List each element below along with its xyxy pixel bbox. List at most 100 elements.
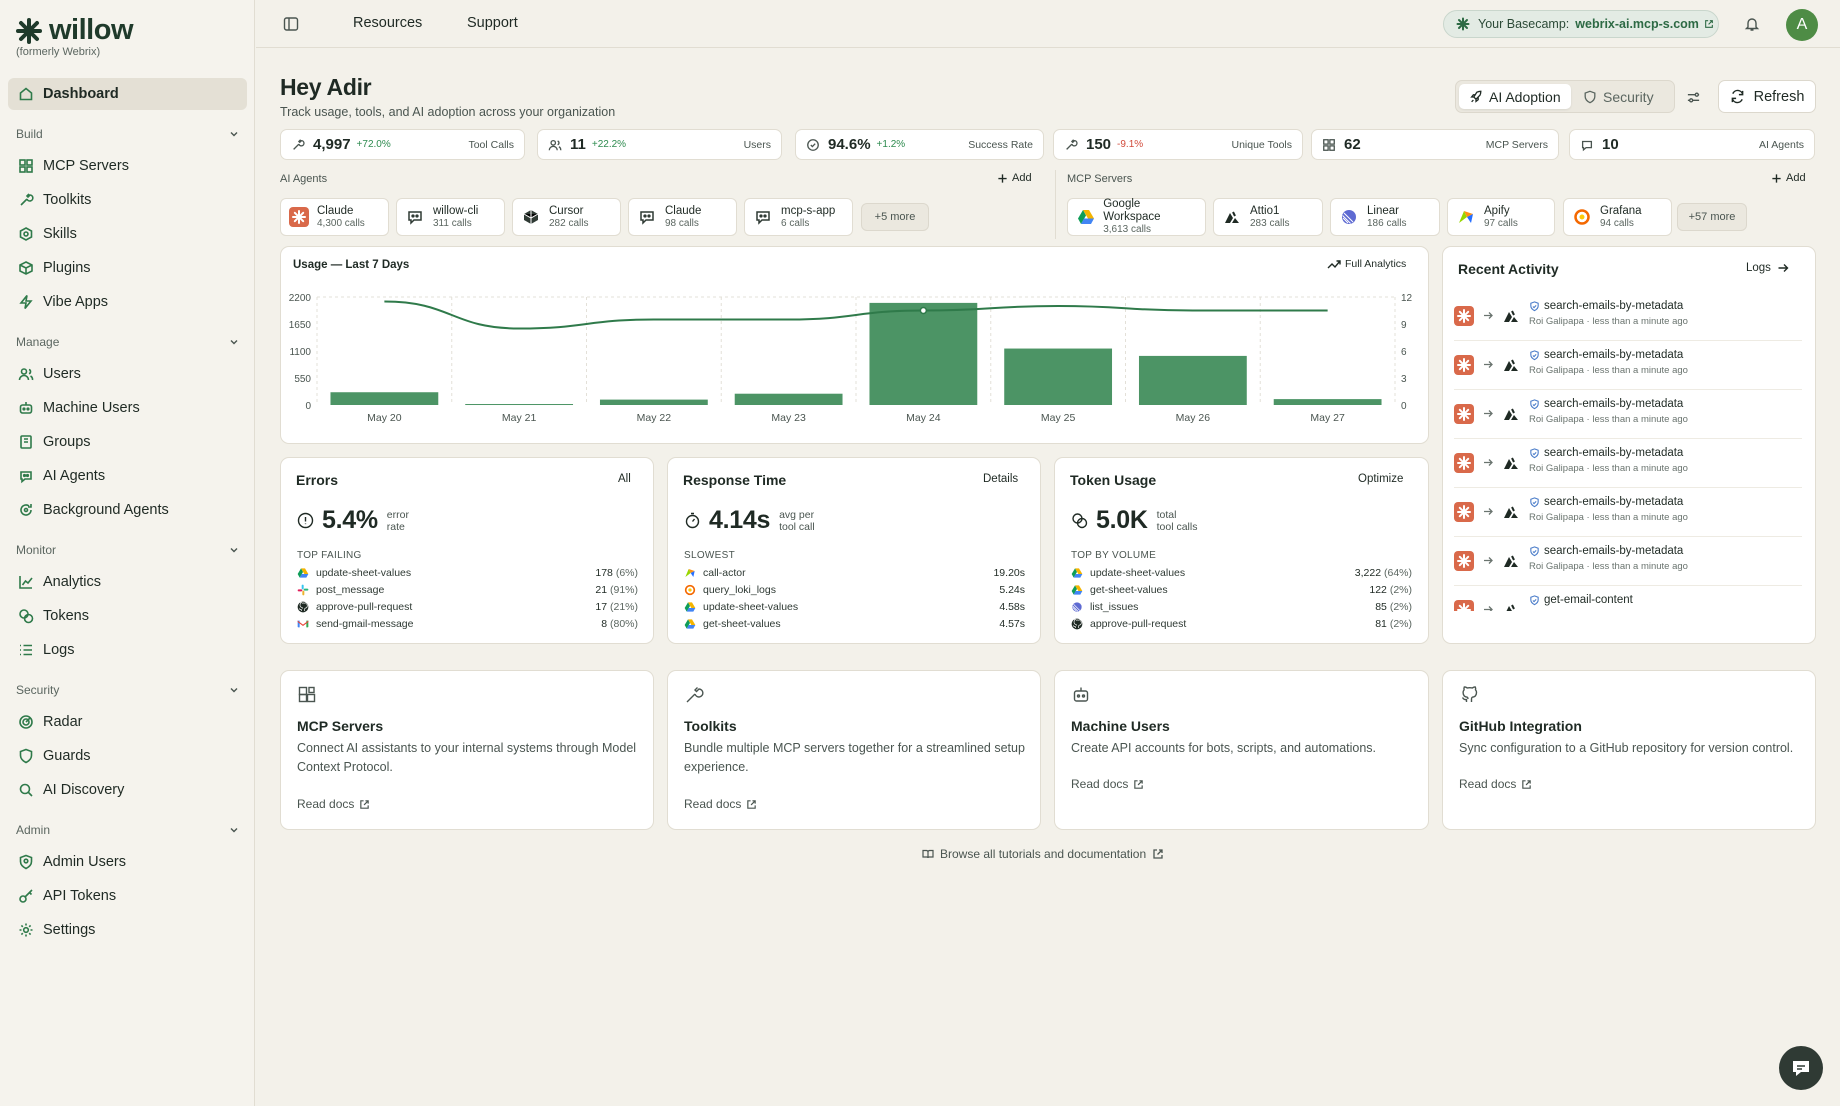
filter-sliders-icon[interactable] (1683, 87, 1703, 107)
browse-docs-link[interactable]: Browse all tutorials and documentation (922, 847, 1164, 861)
add-server-button[interactable]: Add (1771, 172, 1806, 184)
sidebar-item-plugins[interactable]: Plugins (8, 252, 247, 284)
tokens-list-row[interactable]: approve-pull-request 81 (2%) (1071, 616, 1412, 632)
agent-chip-claude[interactable]: Claude 4,300 calls (280, 198, 389, 236)
errors-list-row[interactable]: approve-pull-request 17 (21%) (297, 599, 638, 615)
sidebar-item-tokens[interactable]: Tokens (8, 600, 247, 632)
server-chip-attio1[interactable]: Attio1 283 calls (1213, 198, 1323, 236)
agent-chip-mcp-s-app[interactable]: mcp-s-app 6 calls (744, 198, 853, 236)
grafana-icon (684, 584, 696, 596)
sidebar-item-ai-agents[interactable]: AI Agents (8, 460, 247, 492)
refresh-button[interactable]: Refresh (1718, 80, 1816, 113)
tokens-list-row[interactable]: get-sheet-values 122 (2%) (1071, 582, 1412, 598)
nav-resources[interactable]: Resources (353, 15, 423, 31)
sidebar-item-analytics[interactable]: Analytics (8, 566, 247, 598)
tool-value: 4.57s (999, 618, 1025, 630)
add-agent-button[interactable]: Add (997, 172, 1032, 184)
kpi-mcp-servers[interactable]: 62 MCP Servers (1311, 129, 1559, 160)
activity-row[interactable]: search-emails-by-metadata Roi Galipapa · … (1454, 537, 1802, 586)
avatar[interactable]: A (1786, 9, 1818, 41)
sidebar-item-radar[interactable]: Radar (8, 706, 247, 738)
logs-link[interactable]: Logs (1746, 262, 1789, 274)
read-docs-link[interactable]: Read docs (684, 797, 757, 811)
sidebar-item-skills[interactable]: Skills (8, 218, 247, 250)
agents-more-button[interactable]: +5 more (861, 203, 929, 231)
basecamp-link[interactable]: Your Basecamp: webrix-ai.mcp-s.com (1443, 10, 1719, 38)
tab-security[interactable]: Security (1573, 84, 1664, 109)
sidebar-item-logs[interactable]: Logs (8, 634, 247, 666)
sidebar-item-admin-users[interactable]: Admin Users (8, 846, 247, 878)
chart-icon (18, 574, 34, 590)
section-header-security[interactable]: Security (16, 683, 240, 697)
sidebar-toggle-icon[interactable] (282, 15, 300, 33)
tokens-optimize-link[interactable]: Optimize (1358, 473, 1404, 485)
response-list-row[interactable]: update-sheet-values 4.58s (684, 599, 1025, 615)
tokens-list-row[interactable]: list_issues 85 (2%) (1071, 599, 1412, 615)
doc-card-toolkits[interactable] (667, 670, 1041, 830)
activity-tool-name: search-emails-by-metadata (1544, 545, 1684, 557)
server-chip-apify[interactable]: Apify 97 calls (1447, 198, 1555, 236)
activity-row[interactable]: search-emails-by-metadata Roi Galipapa · … (1454, 341, 1802, 390)
full-analytics-link[interactable]: Full Analytics (1327, 258, 1406, 270)
read-docs-link[interactable]: Read docs (1459, 777, 1532, 791)
logo[interactable]: willow (15, 14, 134, 47)
doc-card-machine-users[interactable] (1054, 670, 1429, 830)
response-details-link[interactable]: Details (983, 473, 1019, 485)
bell-icon[interactable] (1742, 14, 1762, 34)
response-list-row[interactable]: query_loki_logs 5.24s (684, 582, 1025, 598)
kpi-users[interactable]: 11 +22.2% Users (537, 129, 782, 160)
sidebar-item-guards[interactable]: Guards (8, 740, 247, 772)
activity-tool: search-emails-by-metadata (1529, 398, 1683, 410)
sidebar-item-toolkits[interactable]: Toolkits (8, 184, 247, 216)
nav-support[interactable]: Support (467, 15, 518, 31)
activity-row[interactable]: search-emails-by-metadata Roi Galipapa · … (1454, 488, 1802, 537)
kpi-ai-agents[interactable]: 10 AI Agents (1569, 129, 1815, 160)
sidebar-item-ai-discovery[interactable]: AI Discovery (8, 774, 247, 806)
activity-meta: Roi Galipapa · less than a minute ago (1529, 414, 1688, 425)
activity-row[interactable]: search-emails-by-metadata Roi Galipapa · … (1454, 439, 1802, 488)
activity-row[interactable]: get-email-content Roi Galipapa · less tha… (1454, 586, 1802, 611)
response-list-row[interactable]: get-sheet-values 4.57s (684, 616, 1025, 632)
errors-list-row[interactable]: send-gmail-message 8 (80%) (297, 616, 638, 632)
response-metric: 4.14s avg per tool call (684, 506, 815, 535)
sidebar-item-api-tokens[interactable]: API Tokens (8, 880, 247, 912)
agent-chip-claude-2[interactable]: Claude 98 calls (628, 198, 737, 236)
sidebar-item-groups[interactable]: Groups (8, 426, 247, 458)
activity-row[interactable]: search-emails-by-metadata Roi Galipapa · … (1454, 292, 1802, 341)
section-header-manage[interactable]: Manage (16, 335, 240, 349)
sidebar-item-vibe-apps[interactable]: Vibe Apps (8, 286, 247, 318)
sidebar-item-label: Background Agents (43, 502, 169, 518)
activity-row[interactable]: search-emails-by-metadata Roi Galipapa · … (1454, 390, 1802, 439)
response-list-row[interactable]: call-actor 19.20s (684, 565, 1025, 581)
server-chip-linear[interactable]: Linear 186 calls (1330, 198, 1440, 236)
section-header-admin[interactable]: Admin (16, 823, 240, 837)
server-chip-google-workspace[interactable]: Google Workspace 3,613 calls (1067, 198, 1206, 236)
errors-all-link[interactable]: All (618, 473, 631, 485)
agent-chip-cursor[interactable]: Cursor 282 calls (512, 198, 621, 236)
sidebar-item-settings[interactable]: Settings (8, 914, 247, 946)
doc-card-github[interactable] (1442, 670, 1816, 830)
sidebar-item-machine-users[interactable]: Machine Users (8, 392, 247, 424)
sidebar-item-mcp-servers[interactable]: MCP Servers (8, 150, 247, 182)
sidebar-item-dashboard[interactable]: Dashboard (8, 78, 247, 110)
errors-list-row[interactable]: update-sheet-values 178 (6%) (297, 565, 638, 581)
chat-support-button[interactable] (1779, 1046, 1823, 1090)
servers-more-button[interactable]: +57 more (1677, 203, 1747, 231)
kpi-tool-calls[interactable]: 4,997 +72.0% Tool Calls (280, 129, 525, 160)
kpi-success-rate[interactable]: 94.6% +1.2% Success Rate (795, 129, 1044, 160)
read-docs-link[interactable]: Read docs (297, 797, 370, 811)
section-header-monitor[interactable]: Monitor (16, 543, 240, 557)
doc-card-mcp-servers[interactable] (280, 670, 654, 830)
shield-check-icon (1530, 496, 1539, 507)
section-header-build[interactable]: Build (16, 127, 240, 141)
sidebar-item-background-agents[interactable]: Background Agents (8, 494, 247, 526)
lightning-icon (18, 294, 34, 310)
read-docs-link[interactable]: Read docs (1071, 777, 1144, 791)
errors-list-row[interactable]: post_message 21 (91%) (297, 582, 638, 598)
tab-ai-adoption[interactable]: AI Adoption (1459, 84, 1571, 109)
tokens-list-row[interactable]: update-sheet-values 3,222 (64%) (1071, 565, 1412, 581)
sidebar-item-users[interactable]: Users (8, 358, 247, 390)
kpi-unique-tools[interactable]: 150 -9.1% Unique Tools (1053, 129, 1303, 160)
server-chip-grafana[interactable]: Grafana 94 calls (1563, 198, 1672, 236)
agent-chip-willow-cli[interactable]: willow-cli 311 calls (396, 198, 505, 236)
